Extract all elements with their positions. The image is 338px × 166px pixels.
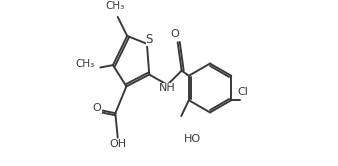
- Text: Cl: Cl: [238, 87, 248, 97]
- Text: CH₃: CH₃: [76, 59, 95, 69]
- Text: S: S: [146, 33, 153, 46]
- Text: HO: HO: [184, 134, 201, 144]
- Text: CH₃: CH₃: [105, 1, 124, 11]
- Text: OH: OH: [109, 139, 126, 149]
- Text: NH: NH: [159, 83, 176, 93]
- Text: O: O: [170, 29, 179, 39]
- Text: O: O: [93, 103, 102, 114]
